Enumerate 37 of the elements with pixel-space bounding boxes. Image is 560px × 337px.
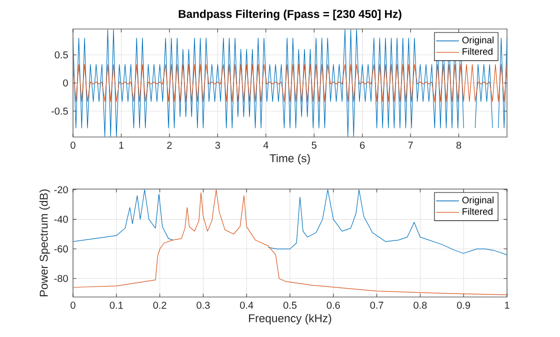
x-axis-title: Time (s) bbox=[270, 154, 310, 164]
series-label: Original bbox=[462, 36, 494, 46]
line-series bbox=[73, 64, 507, 102]
y-tick-label: -0.5 bbox=[52, 108, 68, 115]
x-tick-label: 0.5 bbox=[283, 302, 297, 309]
x-tick-label: 0.1 bbox=[110, 302, 123, 309]
y-tick-label: -20 bbox=[54, 186, 68, 194]
x-tick-label: 0.8 bbox=[414, 302, 427, 309]
chart-title: Bandpass Filtering (Fpass = [230 450] Hz) bbox=[178, 10, 402, 20]
x-tick-label: 5 bbox=[312, 142, 316, 149]
x-tick-label: 0.2 bbox=[153, 302, 166, 309]
x-tick-label: 0.7 bbox=[370, 302, 384, 309]
x-axis-title: Frequency (kHz) bbox=[249, 314, 332, 324]
y-tick-label: -60 bbox=[54, 245, 68, 252]
x-tick-label: 0 bbox=[70, 302, 76, 309]
x-tick-label: 0 bbox=[70, 142, 76, 149]
legend-label: Filtered bbox=[462, 208, 492, 215]
y-tick-label: -40 bbox=[54, 216, 68, 223]
y-tick-label: 0 bbox=[63, 79, 68, 87]
y-tick-label: 0.5 bbox=[54, 51, 68, 58]
x-tick-label: 3 bbox=[215, 142, 220, 149]
x-tick-label: 1 bbox=[504, 302, 510, 309]
x-tick-label: 0.9 bbox=[457, 302, 470, 309]
x-tick-label: 2 bbox=[167, 142, 172, 149]
x-tick-label: 8 bbox=[456, 142, 462, 149]
x-tick-label: 1 bbox=[119, 142, 124, 149]
x-tick-label: 0.3 bbox=[196, 302, 210, 309]
legend-label: Filtered bbox=[462, 48, 492, 55]
line-series bbox=[73, 189, 507, 296]
y-axis-title: Power Spectrum (dB) bbox=[39, 190, 50, 296]
x-tick-label: 0.6 bbox=[326, 302, 340, 309]
y-tick-label: -80 bbox=[54, 274, 68, 282]
x-tick-label: 0.4 bbox=[240, 302, 254, 309]
x-tick-label: 4 bbox=[263, 142, 268, 149]
legend-label: Original bbox=[462, 196, 494, 206]
x-tick-label: 7 bbox=[408, 142, 413, 149]
x-tick-label: 6 bbox=[360, 142, 365, 149]
